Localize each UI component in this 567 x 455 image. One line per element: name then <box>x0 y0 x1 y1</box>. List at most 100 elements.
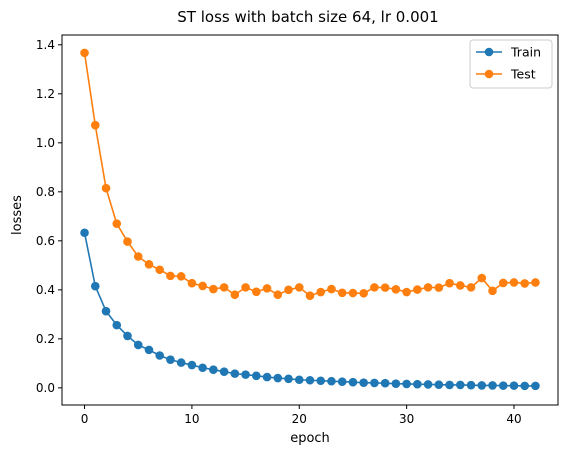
test-data-point <box>488 286 497 296</box>
series-train <box>80 228 540 391</box>
test-data-point <box>348 288 358 298</box>
test-data-point <box>477 273 487 283</box>
test-data-point <box>273 290 283 300</box>
train-data-point <box>477 381 487 390</box>
test-data-point <box>230 290 240 300</box>
train-data-point <box>123 331 132 341</box>
test-data-point <box>133 252 143 261</box>
train-data-point <box>520 381 530 391</box>
train-data-point <box>359 378 368 388</box>
train-data-point <box>434 380 444 389</box>
train-data-point <box>391 379 401 388</box>
test-data-point <box>284 285 293 295</box>
test-data-point <box>520 279 530 288</box>
train-data-point <box>284 374 293 384</box>
train-data-point <box>219 367 229 376</box>
legend-item-train: Train <box>476 45 541 60</box>
y-tick-label: 0.2 <box>36 332 55 346</box>
train-data-point <box>230 369 240 378</box>
train-data-point <box>241 370 250 379</box>
train-data-point <box>262 372 272 382</box>
y-tick-label: 1.0 <box>36 136 55 150</box>
train-data-point <box>316 376 326 386</box>
test-data-point <box>209 284 218 294</box>
test-data-point <box>294 283 304 292</box>
legend-marker-test <box>484 69 494 79</box>
train-data-point <box>166 355 175 364</box>
axes-frame <box>61 34 559 406</box>
train-data-point <box>337 377 347 387</box>
train-data-point <box>466 380 476 390</box>
train-data-point <box>327 376 336 386</box>
test-data-point <box>144 260 154 269</box>
train-data-point <box>402 379 411 389</box>
train-data-point <box>101 306 111 316</box>
x-tick-label: 30 <box>399 412 414 426</box>
test-data-point <box>423 283 433 292</box>
train-data-point <box>488 381 497 390</box>
train-data-point <box>423 380 433 389</box>
test-data-point <box>509 278 519 287</box>
train-data-point <box>144 345 154 355</box>
train-data-point <box>176 358 186 367</box>
test-data-point <box>198 281 207 291</box>
train-data-point <box>498 381 508 390</box>
test-data-point <box>305 291 315 301</box>
test-data-point <box>445 278 454 288</box>
train-data-point <box>305 375 315 385</box>
train-data-point <box>456 380 465 390</box>
x-axis-label: epoch <box>290 431 330 446</box>
test-data-point <box>252 287 261 297</box>
test-data-point <box>531 278 540 287</box>
legend-marker-train <box>484 47 494 57</box>
y-tick-label: 0.0 <box>36 381 55 395</box>
legend-label-test: Test <box>510 67 536 82</box>
test-data-point <box>90 120 100 130</box>
train-data-point <box>445 380 454 390</box>
test-data-point <box>391 285 401 294</box>
test-series-line <box>83 52 536 297</box>
train-data-point <box>413 379 422 389</box>
test-data-point <box>413 285 422 294</box>
train-data-point <box>370 378 379 388</box>
train-series-line <box>83 232 536 387</box>
legend: Train Test <box>469 39 553 89</box>
test-data-point <box>176 272 186 281</box>
train-data-point <box>380 378 390 388</box>
train-data-point <box>133 340 143 350</box>
x-tick-label: 20 <box>292 412 307 426</box>
train-data-point <box>112 320 122 330</box>
series-test <box>80 48 540 301</box>
test-data-point <box>241 283 250 292</box>
train-data-point <box>80 228 89 238</box>
test-data-point <box>337 288 347 298</box>
test-data-point <box>316 287 326 297</box>
test-data-point <box>327 284 336 294</box>
test-data-point <box>456 281 465 290</box>
x-tick-label: 10 <box>184 412 199 426</box>
train-data-point <box>252 371 261 381</box>
train-data-point <box>209 365 218 375</box>
test-data-point <box>101 183 111 193</box>
train-data-point <box>294 375 304 385</box>
test-data-point <box>187 278 197 288</box>
x-tick-label: 0 <box>81 412 89 426</box>
test-data-point <box>359 288 368 298</box>
y-tick-label: 1.4 <box>36 38 55 52</box>
test-data-point <box>380 283 390 292</box>
y-tick-label: 0.4 <box>36 283 55 297</box>
y-axis-label: losses <box>10 195 25 235</box>
train-data-point <box>187 360 197 370</box>
test-data-point <box>370 283 379 292</box>
y-tick-label: 0.6 <box>36 234 55 248</box>
train-data-point <box>155 351 164 360</box>
test-data-point <box>219 283 229 292</box>
legend-item-test: Test <box>476 67 536 82</box>
test-data-point <box>123 237 132 246</box>
train-data-point <box>509 381 519 390</box>
test-data-point <box>466 283 476 292</box>
test-data-point <box>155 265 164 275</box>
test-data-point <box>434 283 444 292</box>
test-data-point <box>112 219 122 228</box>
